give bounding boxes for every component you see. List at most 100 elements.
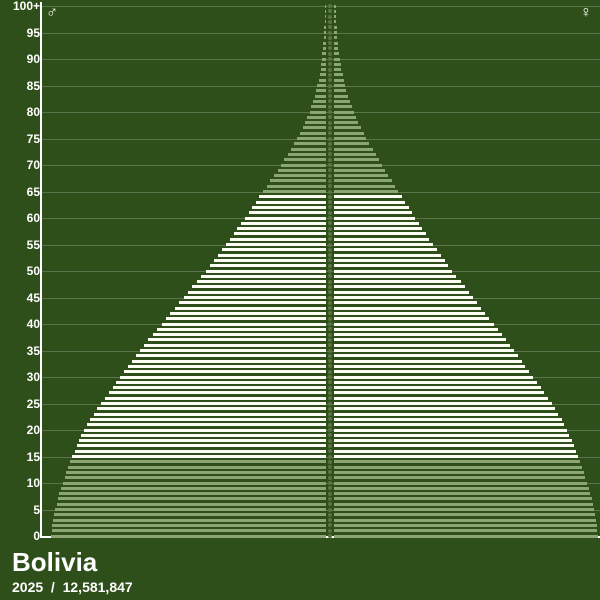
- female-age-bar: [334, 360, 522, 363]
- female-age-bar: [334, 95, 348, 98]
- female-age-bar: [334, 68, 341, 71]
- center-dot: [328, 455, 332, 459]
- center-dot: [328, 25, 332, 29]
- female-age-bar: [334, 535, 598, 538]
- male-age-bar: [321, 68, 327, 71]
- center-dot: [328, 216, 332, 220]
- center-dot: [328, 497, 332, 501]
- center-dot: [328, 221, 332, 225]
- male-age-bar: [323, 47, 326, 50]
- female-age-bar: [334, 201, 405, 204]
- female-age-bar: [334, 381, 537, 384]
- female-age-bar: [334, 296, 473, 299]
- female-age-bar: [334, 492, 590, 495]
- female-age-bar: [334, 529, 597, 532]
- center-dot: [328, 433, 332, 437]
- male-age-bar: [313, 100, 326, 103]
- population-label: 12,581,847: [63, 579, 133, 595]
- male-age-bar: [288, 153, 326, 156]
- center-dot: [328, 513, 332, 517]
- female-age-bar: [334, 227, 422, 230]
- center-dot: [328, 142, 332, 146]
- female-age-bar: [334, 116, 356, 119]
- center-dot: [328, 476, 332, 480]
- female-age-bar: [334, 291, 469, 294]
- male-age-bar: [325, 20, 326, 23]
- center-dot: [328, 46, 332, 50]
- center-dot: [328, 248, 332, 252]
- center-dot: [328, 73, 332, 77]
- center-dot: [328, 327, 332, 331]
- female-age-bar: [334, 10, 336, 13]
- center-dot: [328, 200, 332, 204]
- male-age-bar: [305, 121, 326, 124]
- female-age-bar: [334, 179, 392, 182]
- male-age-bar: [72, 455, 326, 458]
- y-tick-label: 30: [27, 370, 40, 384]
- y-tick-label: 95: [27, 26, 40, 40]
- female-age-bar: [334, 137, 366, 140]
- female-age-bar: [334, 471, 584, 474]
- center-dot: [328, 508, 332, 512]
- female-age-bar: [334, 524, 597, 527]
- female-age-bar: [334, 63, 341, 66]
- center-dot: [328, 4, 332, 8]
- male-age-bar: [320, 73, 326, 76]
- female-age-bar: [334, 429, 567, 432]
- female-age-bar: [334, 344, 510, 347]
- female-age-bar: [334, 519, 596, 522]
- female-age-bar: [334, 317, 489, 320]
- y-tick-label: 20: [27, 423, 40, 437]
- female-age-bar: [334, 301, 477, 304]
- y-tick-label: 40: [27, 317, 40, 331]
- female-age-bar: [334, 259, 445, 262]
- male-age-bar: [310, 111, 327, 114]
- country-name: Bolivia: [12, 548, 588, 577]
- center-dot: [328, 232, 332, 236]
- male-age-bar: [263, 190, 326, 193]
- center-dot: [328, 274, 332, 278]
- y-tick-label: 5: [33, 503, 40, 517]
- center-dot: [328, 9, 332, 13]
- male-age-bar: [303, 126, 326, 129]
- center-dot: [328, 460, 332, 464]
- y-tick-label: 65: [27, 185, 40, 199]
- male-age-bar: [116, 381, 326, 384]
- male-age-bar: [68, 466, 326, 469]
- male-age-bar: [170, 312, 326, 315]
- y-tick-label: 45: [27, 291, 40, 305]
- male-age-bar: [297, 137, 326, 140]
- female-age-bar: [334, 280, 461, 283]
- female-age-bar: [334, 5, 336, 8]
- center-dot: [328, 349, 332, 353]
- male-age-bar: [109, 391, 326, 394]
- center-dot: [328, 449, 332, 453]
- male-age-bar: [81, 434, 326, 437]
- year-and-population: 2025 / 12,581,847: [12, 579, 588, 595]
- female-age-bar: [334, 42, 338, 45]
- center-dot: [328, 163, 332, 167]
- female-age-bar: [334, 418, 562, 421]
- male-age-bar: [61, 487, 326, 490]
- male-age-bar: [291, 148, 326, 151]
- center-dot: [328, 534, 332, 538]
- center-dot: [328, 333, 332, 337]
- male-age-bar: [84, 429, 326, 432]
- center-dot: [328, 174, 332, 178]
- center-dot: [328, 269, 332, 273]
- male-age-bar: [324, 26, 326, 29]
- center-dot: [328, 121, 332, 125]
- center-dot: [328, 36, 332, 40]
- center-dot: [328, 89, 332, 93]
- y-tick-label: 35: [27, 344, 40, 358]
- female-age-bar: [334, 232, 426, 235]
- male-age-bar: [307, 116, 326, 119]
- center-dot: [328, 322, 332, 326]
- female-age-bar: [334, 349, 514, 352]
- center-dot: [328, 105, 332, 109]
- male-age-bar: [226, 243, 326, 246]
- male-age-bar: [259, 195, 326, 198]
- female-age-bar: [334, 407, 555, 410]
- female-age-bar: [334, 270, 452, 273]
- female-age-bar: [334, 487, 589, 490]
